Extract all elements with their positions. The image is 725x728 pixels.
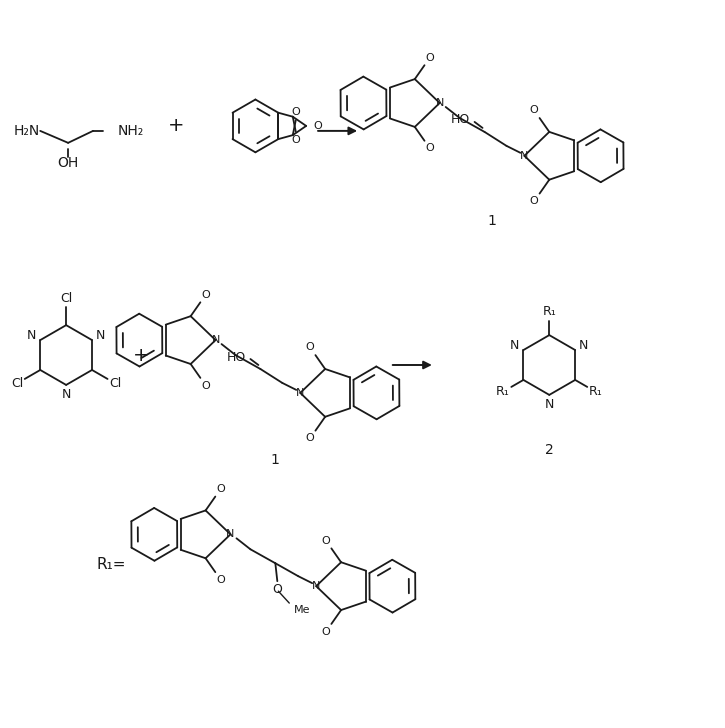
Text: O: O <box>322 536 331 546</box>
Text: OH: OH <box>57 156 79 170</box>
Text: N: N <box>296 388 304 398</box>
Text: O: O <box>426 52 434 63</box>
Text: N: N <box>510 339 519 352</box>
Text: O: O <box>202 290 210 300</box>
Text: O: O <box>426 143 434 154</box>
Text: 1: 1 <box>487 213 496 228</box>
Text: O: O <box>306 342 315 352</box>
Text: R₁: R₁ <box>542 305 556 317</box>
Text: O: O <box>202 381 210 390</box>
Text: 1: 1 <box>271 453 280 467</box>
Text: 2: 2 <box>545 443 554 456</box>
Text: O: O <box>313 121 322 131</box>
Text: N: N <box>226 529 235 539</box>
Text: Me: Me <box>294 605 311 615</box>
Text: R₁: R₁ <box>589 385 602 398</box>
Text: R₁: R₁ <box>496 385 510 398</box>
Text: N: N <box>579 339 589 352</box>
Text: +: + <box>133 346 149 365</box>
Text: N: N <box>521 151 529 161</box>
Text: Cl: Cl <box>11 377 23 390</box>
Text: HO: HO <box>450 114 470 127</box>
Text: N: N <box>544 398 554 411</box>
Text: N: N <box>96 328 105 341</box>
Text: N: N <box>27 328 36 341</box>
Text: O: O <box>216 484 225 494</box>
Text: Cl: Cl <box>60 292 72 305</box>
Text: N: N <box>212 335 220 345</box>
Text: HO: HO <box>227 350 247 363</box>
Text: Cl: Cl <box>109 377 122 390</box>
Text: O: O <box>530 106 539 115</box>
Text: R₁=: R₁= <box>96 557 125 571</box>
Text: O: O <box>530 197 539 206</box>
Text: N: N <box>62 388 71 401</box>
Text: H₂N: H₂N <box>13 124 40 138</box>
Text: N: N <box>312 581 320 591</box>
Text: O: O <box>216 575 225 585</box>
Text: O: O <box>306 433 315 443</box>
Text: NH₂: NH₂ <box>118 124 144 138</box>
Text: O: O <box>291 107 300 117</box>
Text: O: O <box>291 135 300 145</box>
Text: O: O <box>322 627 331 636</box>
Text: +: + <box>167 116 184 135</box>
Text: N: N <box>436 98 444 108</box>
Text: O: O <box>273 582 282 596</box>
